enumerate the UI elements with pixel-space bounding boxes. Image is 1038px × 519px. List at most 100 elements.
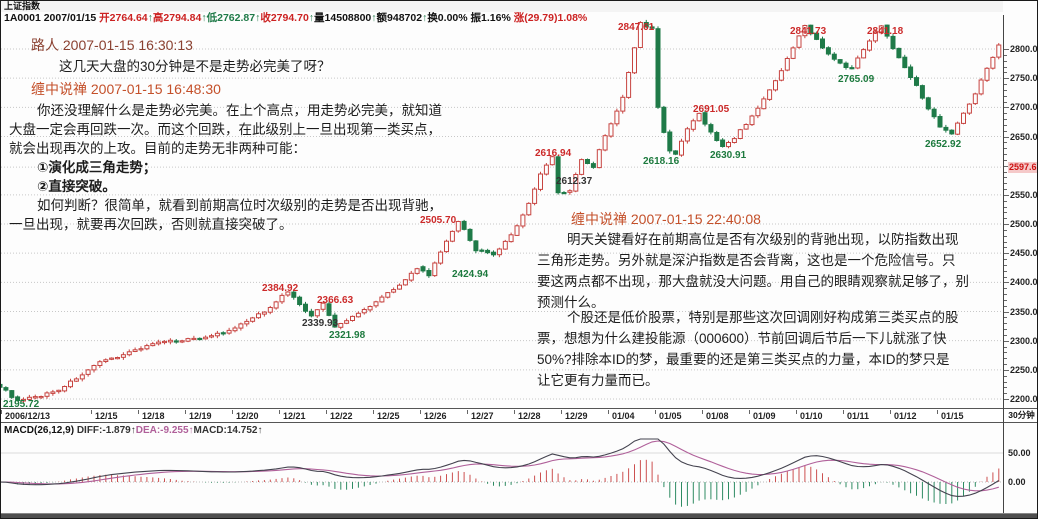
price-annotation: 2195.72 [3, 399, 40, 408]
candle-body [937, 116, 943, 128]
price-annotation: 2630.91 [710, 150, 747, 161]
candle-body [925, 97, 931, 110]
axis-tick [1004, 387, 1007, 389]
candlestick-chart[interactable]: 2847.61 2841.73 2841.18 2765.09 2691.05 2652.… [1, 15, 1003, 408]
candle-body [573, 174, 579, 192]
candle-body [120, 354, 126, 358]
date-tick-label: 12/20 [232, 410, 259, 422]
axis-tick [1004, 84, 1007, 85]
date-tick-label: 01/08 [702, 410, 729, 422]
axis-tick [1004, 136, 1009, 138]
candle-body [438, 251, 444, 264]
axis-tick [1004, 159, 1007, 161]
price-axis-label: 2800.0 [1010, 44, 1038, 54]
date-tick-label: 01/10 [796, 410, 823, 422]
candle-body [655, 28, 661, 108]
macd-label-segment: MACD(26,12,9) [4, 425, 77, 436]
candle-body [632, 47, 637, 74]
candle-body [361, 309, 367, 314]
candle-body [837, 59, 843, 64]
axis-tick [1004, 154, 1007, 155]
quote-segment: 额948702 [376, 12, 423, 24]
candle-body [303, 303, 308, 312]
candle-body [103, 359, 109, 362]
candle-body [567, 190, 573, 193]
price-annotation: 2366.63 [317, 295, 354, 306]
candle-body [684, 128, 690, 142]
candle-body [902, 56, 908, 69]
candle-body [491, 251, 496, 256]
price-axis-label: 2300.0 [1010, 335, 1038, 346]
last-price-label: 2597.6 [1008, 162, 1037, 174]
quote-segment: 开2764.64 [99, 12, 148, 24]
candles [1, 19, 1002, 403]
axis-tick [1004, 101, 1007, 103]
axis-tick [1004, 364, 1007, 365]
candle-body [561, 192, 567, 195]
date-tick-label: 12/19 [185, 410, 212, 422]
candle-body [661, 106, 667, 133]
axis-tick [1004, 212, 1007, 214]
axis-tick [1004, 49, 1009, 50]
macd-axis-label: 50.00 [1008, 448, 1031, 458]
quote-segment: 量14508800 [314, 12, 372, 24]
quote-segment: ↑ [371, 12, 377, 24]
date-tick-label: 12/25 [373, 410, 400, 422]
candle-body [479, 249, 485, 252]
candle-body [731, 138, 737, 143]
axis-tick [1004, 148, 1007, 150]
candle-body [708, 124, 714, 133]
candle-body [449, 230, 455, 242]
candle-body [138, 348, 144, 351]
axis-tick [1004, 218, 1007, 220]
price-annotation: 2505.70 [420, 215, 457, 226]
candle-body [514, 225, 520, 236]
candle-body [773, 80, 778, 91]
candle-body [761, 98, 767, 110]
price-axis-label: 2350.0 [1010, 306, 1038, 317]
candle-body [872, 31, 878, 42]
date-tick-label: 01/04 [608, 410, 635, 422]
axis-tick [1004, 311, 1009, 313]
candle-body [109, 357, 115, 360]
price-annotation: 2618.16 [643, 156, 680, 167]
axis-tick [1004, 183, 1007, 185]
candle-body [397, 284, 402, 290]
candle-body [831, 53, 837, 60]
candle-body [285, 291, 291, 296]
date-tick-label: 12/29 [561, 410, 588, 422]
date-axis: 2006/12/13 12/15 12/18 12/19 12/20 12/21 12/22… [1, 408, 1003, 423]
candle-body [714, 132, 720, 141]
axis-tick [1004, 294, 1007, 295]
candle-body [814, 32, 820, 40]
candle-body [408, 272, 414, 281]
candle-body [85, 369, 91, 375]
candle-body [26, 396, 32, 400]
price-axis-label: 2450.0 [1010, 248, 1038, 259]
axis-tick [1004, 329, 1007, 330]
candle-body [73, 378, 79, 382]
macd-label-segment: DIFF:-1.879↑ [76, 425, 136, 436]
candle-body [209, 335, 214, 338]
axis-tick [1004, 340, 1009, 342]
candle-body [291, 291, 297, 298]
candle-body [673, 150, 679, 155]
candle-body [696, 112, 702, 122]
candle-body [496, 248, 502, 256]
candle-body [220, 332, 226, 335]
macd-chart[interactable] [1, 438, 1003, 513]
candle-body [620, 96, 626, 112]
axis-tick [1004, 78, 1009, 80]
axis-tick [1004, 375, 1007, 377]
candle-body [555, 156, 561, 194]
candle-body [667, 131, 673, 152]
price-annotation: 2612.37 [556, 176, 593, 187]
axis-tick [1004, 334, 1007, 336]
candle-body [126, 351, 132, 356]
candle-body [297, 296, 303, 306]
price-axis: 2800.0 2750.0 2700.0 2650.0 2550.0 2500.0 2450… [1004, 15, 1038, 408]
candle-body [144, 345, 150, 350]
price-annotation: 2652.92 [925, 139, 962, 150]
candle-body [679, 140, 684, 156]
